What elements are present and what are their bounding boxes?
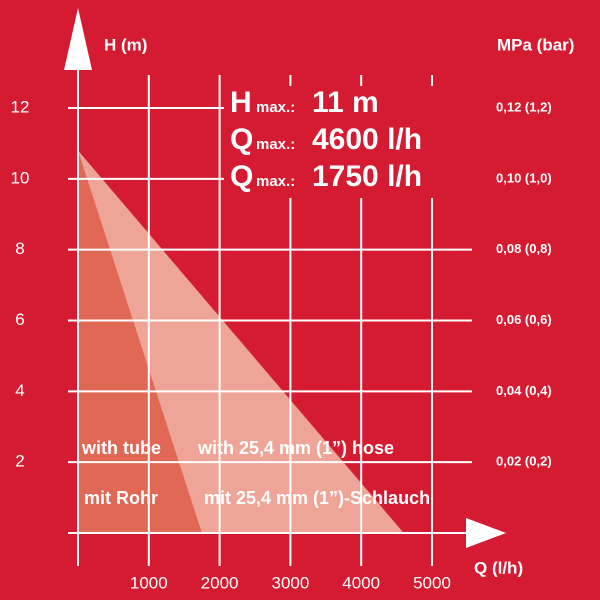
x-tick-label: 5000	[413, 573, 451, 592]
x-tick-label: 1000	[130, 573, 168, 592]
x-axis-title: Q (l/h)	[474, 558, 523, 577]
series-label: with tube	[81, 438, 161, 458]
spec-value: 11 m	[312, 86, 379, 119]
spec-backdrop	[224, 86, 474, 198]
x-axis-arrow	[466, 518, 506, 548]
y2-tick-label: 0,08 (0,8)	[496, 241, 552, 256]
spec-sub: max.:	[256, 136, 295, 153]
area	[78, 150, 202, 533]
y-tick-label: 4	[15, 381, 24, 400]
y-axis-title: H (m)	[104, 35, 147, 54]
y-tick-label: 6	[15, 310, 24, 329]
spec-sub: max.:	[256, 99, 295, 116]
areas	[78, 150, 404, 533]
spec-value: 1750 l/h	[312, 160, 422, 193]
spec-symbol: Q	[230, 160, 253, 193]
x-tick-label: 2000	[201, 573, 239, 592]
y-tick-label: 12	[11, 97, 30, 116]
y-tick-label: 10	[11, 168, 30, 187]
spec-symbol: H	[230, 86, 252, 119]
spec-sub: max.:	[256, 173, 295, 190]
y2-tick-label: 0,02 (0,2)	[496, 454, 552, 469]
y-axis-arrow	[64, 8, 92, 70]
series-label-de: mit 25,4 mm (1”)-Schlauch	[204, 488, 430, 508]
series-label: with 25,4 mm (1”) hose	[197, 438, 394, 458]
y-tick-label: 8	[15, 239, 24, 258]
y2-axis-title: MPa (bar)	[497, 35, 574, 54]
y-tick-label: 2	[15, 452, 24, 471]
y2-tick-label: 0,10 (1,0)	[496, 170, 552, 185]
y2-tick-label: 0,06 (0,6)	[496, 312, 552, 327]
y2-tick-label: 0,04 (0,4)	[496, 383, 552, 398]
spec-value: 4600 l/h	[312, 123, 422, 156]
labels: 1000 2000 3000 4000 5000 2 4 6 8 10 12 0,02 (0,2) 0,…	[11, 86, 552, 593]
x-tick-label: 4000	[342, 573, 380, 592]
spec-symbol: Q	[230, 123, 253, 156]
x-tick-label: 3000	[271, 573, 309, 592]
y2-tick-label: 0,12 (1,2)	[496, 99, 552, 114]
series-label-de: mit Rohr	[84, 488, 158, 508]
